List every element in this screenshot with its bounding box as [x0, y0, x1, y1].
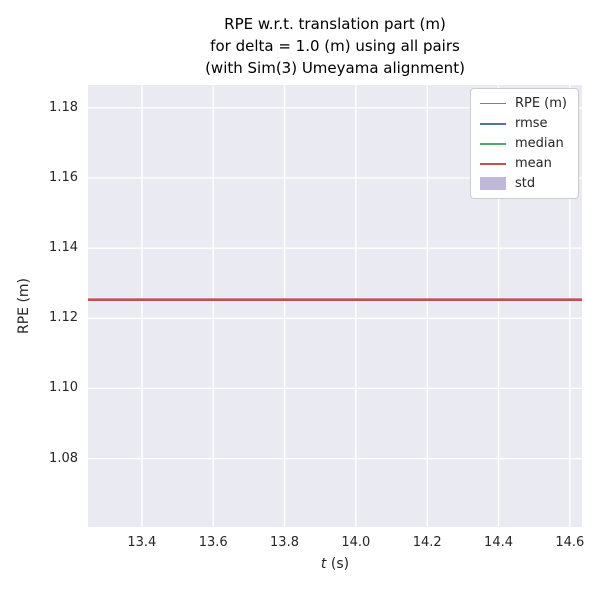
y-tick-label: 1.14 [49, 240, 78, 256]
legend-entry-std: std [479, 176, 567, 191]
legend-entry-rpe-m: RPE (m) [479, 96, 567, 111]
x-tick-label: 13.4 [127, 535, 157, 550]
x-tick-label: 13.8 [270, 535, 299, 550]
legend-label: rmse [514, 116, 548, 131]
x-tick-label: 14.6 [555, 535, 585, 550]
chart-title-line-2: for delta = 1.0 (m) using all pairs [210, 36, 460, 55]
legend-entry-mean: mean [479, 156, 567, 171]
legend-label: mean [514, 156, 552, 171]
x-tick-label: 13.6 [198, 535, 228, 550]
legend-line-sample [479, 122, 506, 125]
plot-area: RPE (m) rmse median mean std [88, 85, 582, 527]
legend-label: RPE (m) [514, 96, 567, 111]
legend-line-sample [479, 142, 506, 145]
legend-label: std [514, 176, 536, 191]
chart-title-line-1: RPE w.r.t. translation part (m) [224, 15, 446, 33]
y-tick-label: 1.12 [49, 310, 78, 326]
legend-entry-rmse: rmse [479, 116, 567, 131]
legend-line-sample [479, 162, 506, 165]
x-axis-label: t (s) [321, 556, 349, 572]
x-tick-label: 14.0 [341, 535, 371, 550]
chart-title: RPE w.r.t. translation part (m) for delt… [205, 14, 465, 79]
x-tick-label: 14.2 [412, 535, 442, 550]
legend-entry-median: median [479, 136, 567, 151]
legend-patch-sample [479, 177, 506, 190]
x-axis-label-variable: t [320, 556, 327, 572]
y-tick-label: 1.10 [49, 380, 78, 396]
legend: RPE (m) rmse median mean std [469, 88, 579, 199]
y-tick-label: 1.18 [49, 99, 78, 115]
legend-label: median [514, 136, 564, 151]
x-tick-label: 14.4 [484, 535, 514, 550]
y-axis-label: RPE (m) [16, 277, 32, 335]
y-tick-label: 1.08 [49, 450, 78, 466]
chart-title-line-3: (with Sim(3) Umeyama alignment) [205, 58, 465, 77]
x-axis-label-unit: (s) [326, 556, 350, 572]
legend-line-sample [479, 103, 506, 104]
y-tick-label: 1.16 [49, 169, 78, 185]
